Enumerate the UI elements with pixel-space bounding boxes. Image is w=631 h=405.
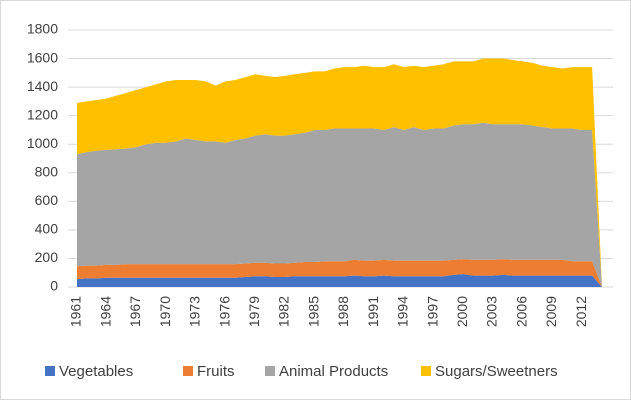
y-tick-label: 200 [35,249,59,265]
x-tick-label: 2006 [513,296,529,327]
x-tick-label: 2012 [573,296,589,327]
y-tick-label: 1000 [27,135,58,151]
x-tick-label: 1997 [424,296,440,327]
y-tick-label: 1200 [27,106,58,122]
x-tick-label: 2003 [484,296,500,327]
legend-label: Sugars/Sweetners [435,363,558,380]
y-tick-label: 800 [35,163,59,179]
x-tick-label: 2000 [454,296,470,327]
x-tick-label: 1976 [216,296,232,327]
legend-label: Animal Products [279,363,388,380]
x-tick-label: 2009 [543,296,559,327]
area [77,259,602,287]
x-tick-label: 1991 [365,296,381,327]
y-tick-label: 1400 [27,78,58,94]
legend-label: Vegetables [59,363,133,380]
y-tick-label: 0 [50,278,58,294]
x-tick-label: 1988 [335,296,351,327]
legend-swatch [421,366,431,376]
y-tick-label: 400 [35,221,59,237]
x-tick-label: 1973 [187,296,203,327]
x-tick-label: 1994 [395,296,411,327]
x-tick-label: 1967 [127,296,143,327]
area [77,58,602,287]
y-tick-label: 600 [35,192,59,208]
x-tick-label: 1985 [305,296,321,327]
x-tick-label: 1961 [68,296,84,327]
legend-swatch [183,366,193,376]
legend-swatch [45,366,55,376]
y-tick-label: 1600 [27,49,58,65]
y-tick-label: 1800 [27,21,58,37]
legend-label: Fruits [197,363,235,380]
x-tick-label: 1970 [157,296,173,327]
area [77,274,602,287]
x-tick-label: 1964 [97,296,113,327]
area [77,122,602,287]
legend-swatch [265,366,275,376]
x-tick-label: 1979 [246,296,262,327]
x-tick-label: 1982 [276,296,292,327]
